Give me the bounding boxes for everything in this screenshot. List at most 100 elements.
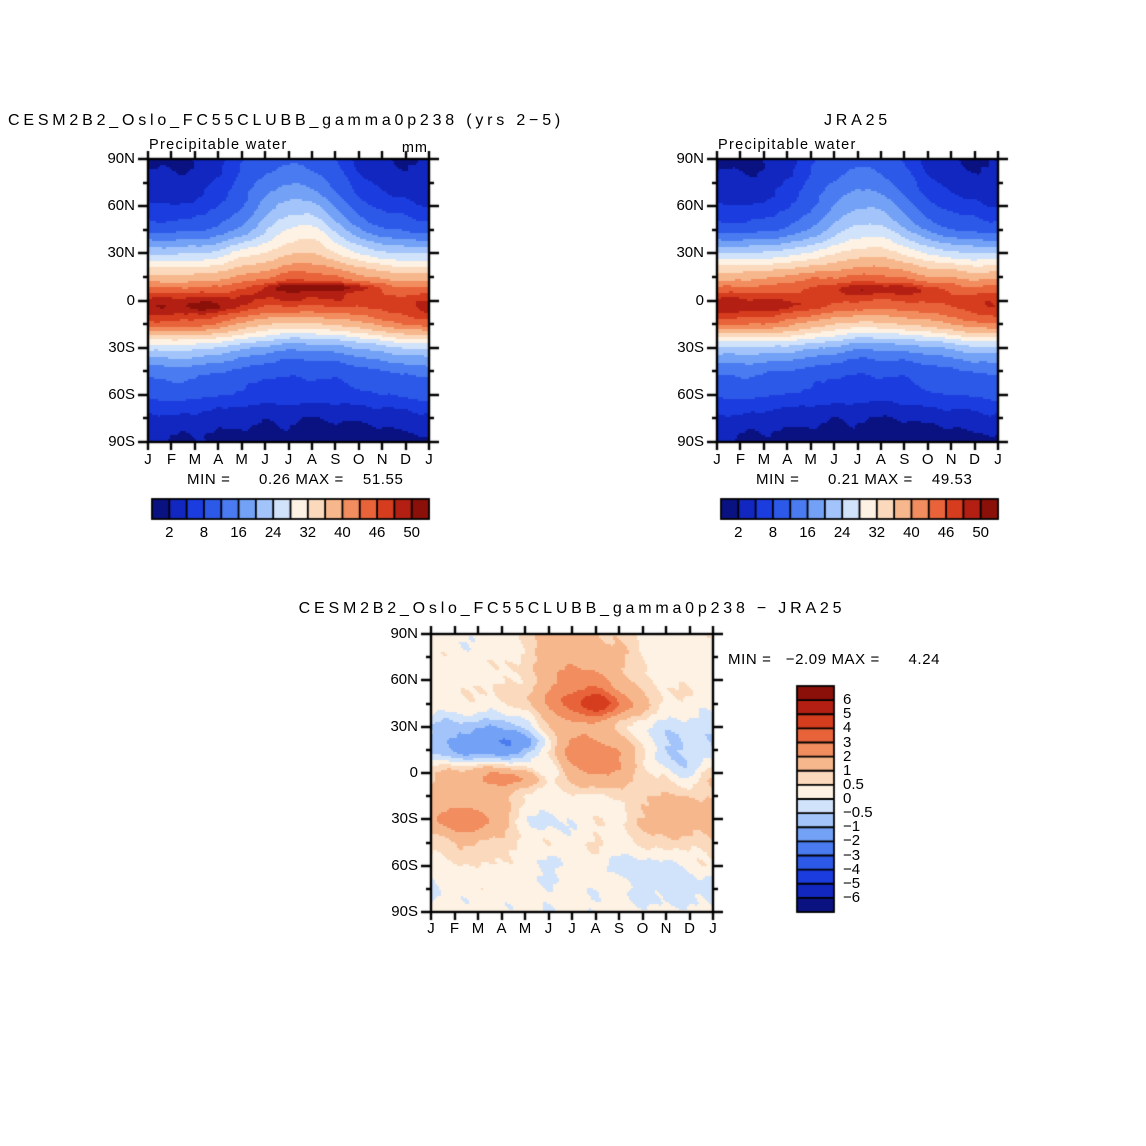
month-tick-label: O bbox=[352, 451, 365, 468]
month-tick-label: A bbox=[875, 451, 886, 468]
lat-tick-label: 30S bbox=[391, 810, 418, 828]
panel2-contour-plot bbox=[705, 147, 1010, 454]
lat-tick-label: 0 bbox=[409, 764, 418, 781]
panel3-contour-plot bbox=[419, 622, 725, 924]
panel2-minmax: MIN = 0.21 MAX = 49.53 bbox=[756, 471, 973, 488]
colorbar-tick-label: 8 bbox=[199, 524, 209, 541]
colorbar-tick-label: 8 bbox=[768, 524, 778, 541]
colorbar-tick-label: 46 bbox=[368, 524, 386, 541]
colorbar-tick-label: 50 bbox=[972, 524, 990, 541]
colorbar-tick-label: 24 bbox=[833, 524, 851, 541]
colorbar-tick-label: 2 bbox=[734, 524, 743, 541]
panel1-minmax: MIN = 0.26 MAX = 51.55 bbox=[187, 471, 404, 488]
month-tick-label: S bbox=[899, 451, 910, 468]
lat-tick-label: 30S bbox=[108, 338, 135, 356]
colorbar-tick-label: −5 bbox=[843, 874, 861, 892]
lat-tick-label: 60N bbox=[390, 671, 418, 689]
lat-tick-label: 30S bbox=[677, 338, 704, 356]
colorbar-tick-label: −3 bbox=[843, 846, 861, 864]
month-tick-label: M bbox=[804, 451, 817, 468]
month-tick-label: J bbox=[994, 451, 1002, 468]
colorbar-tick-label: −0.5 bbox=[843, 804, 873, 822]
colorbar-tick-label: 0.5 bbox=[843, 775, 864, 793]
colorbar-tick-label: −1 bbox=[843, 818, 861, 836]
month-tick-label: J bbox=[261, 451, 269, 468]
month-tick-label: J bbox=[853, 451, 862, 468]
month-tick-label: O bbox=[636, 920, 649, 937]
colorbar-tick-label: 6 bbox=[843, 691, 852, 709]
colorbar-tick-label: 50 bbox=[403, 524, 421, 541]
month-tick-label: D bbox=[684, 920, 695, 937]
month-tick-label: N bbox=[945, 451, 957, 468]
colorbar-tick-label: 46 bbox=[937, 524, 955, 541]
month-tick-label: J bbox=[568, 920, 576, 937]
panel1-title: CESM2B2_Oslo_FC55CLUBB_gamma0p238 (yrs 2… bbox=[8, 112, 565, 129]
month-tick-label: J bbox=[544, 920, 553, 937]
month-tick-label: J bbox=[425, 451, 433, 468]
colorbar-tick-label: 4 bbox=[843, 719, 852, 737]
lat-tick-label: 90N bbox=[107, 150, 135, 167]
lat-tick-label: 90S bbox=[391, 903, 418, 920]
lat-tick-label: 0 bbox=[695, 291, 704, 309]
month-tick-label: M bbox=[757, 451, 771, 468]
colorbar-tick-label: −2 bbox=[843, 832, 861, 850]
lat-tick-label: 90N bbox=[390, 625, 418, 642]
colorbar-tick-label: 1 bbox=[843, 761, 852, 779]
month-tick-label: F bbox=[166, 451, 176, 468]
panel3-minmax: MIN = −2.09 MAX = 4.24 bbox=[728, 651, 941, 668]
month-tick-label: A bbox=[590, 920, 601, 937]
month-tick-label: A bbox=[306, 451, 317, 468]
panel3-colorbar bbox=[795, 684, 836, 914]
colorbar-tick-label: 32 bbox=[299, 524, 317, 541]
colorbar-tick-label: −6 bbox=[843, 888, 861, 906]
month-tick-label: M bbox=[235, 451, 248, 468]
lat-tick-label: 60N bbox=[107, 197, 135, 215]
month-tick-label: D bbox=[969, 451, 980, 468]
colorbar-tick-label: 24 bbox=[264, 524, 282, 541]
panel1-contour-plot bbox=[136, 147, 441, 454]
lat-tick-label: 0 bbox=[126, 291, 135, 309]
panel2-title: JRA25 bbox=[823, 112, 892, 129]
colorbar-tick-label: 40 bbox=[903, 524, 920, 541]
month-tick-label: M bbox=[471, 920, 485, 937]
month-tick-label: A bbox=[213, 451, 224, 468]
lat-tick-label: 30N bbox=[676, 244, 704, 262]
panel3-title: CESM2B2_Oslo_FC55CLUBB_gamma0p238 − JRA2… bbox=[298, 600, 846, 617]
colorbar-tick-label: −4 bbox=[843, 860, 861, 878]
lat-tick-label: 60S bbox=[677, 385, 704, 403]
month-tick-label: A bbox=[782, 451, 793, 468]
colorbar-tick-label: 16 bbox=[799, 524, 816, 541]
colorbar-tick-label: 16 bbox=[230, 524, 247, 541]
month-tick-label: M bbox=[188, 451, 202, 468]
colorbar-tick-label: 3 bbox=[843, 733, 852, 751]
colorbar-tick-label: 32 bbox=[868, 524, 886, 541]
month-tick-label: A bbox=[496, 920, 507, 937]
month-tick-label: F bbox=[449, 920, 460, 937]
colorbar-tick-label: 5 bbox=[843, 705, 852, 723]
panel1-colorbar bbox=[150, 497, 431, 521]
month-tick-label: D bbox=[400, 451, 411, 468]
colorbar-tick-label: 40 bbox=[334, 524, 351, 541]
month-tick-label: J bbox=[713, 451, 721, 468]
month-tick-label: J bbox=[427, 920, 435, 937]
lat-tick-label: 60S bbox=[391, 856, 418, 874]
lat-tick-label: 60S bbox=[108, 385, 135, 403]
month-tick-label: M bbox=[518, 920, 532, 937]
lat-tick-label: 30N bbox=[107, 244, 135, 262]
colorbar-tick-label: 2 bbox=[843, 747, 852, 765]
month-tick-label: J bbox=[144, 451, 152, 468]
month-tick-label: J bbox=[709, 920, 717, 937]
colorbar-tick-label: 0 bbox=[843, 790, 852, 807]
lat-tick-label: 90S bbox=[108, 433, 135, 450]
month-tick-label: O bbox=[921, 451, 934, 468]
lat-tick-label: 90S bbox=[677, 433, 704, 450]
colorbar-tick-label: 2 bbox=[165, 524, 174, 541]
month-tick-label: N bbox=[376, 451, 388, 468]
month-tick-label: S bbox=[330, 451, 341, 468]
month-tick-label: J bbox=[284, 451, 293, 468]
month-tick-label: S bbox=[613, 920, 624, 937]
panel2-colorbar bbox=[719, 497, 1000, 521]
lat-tick-label: 90N bbox=[676, 150, 704, 167]
lat-tick-label: 60N bbox=[676, 197, 704, 215]
month-tick-label: J bbox=[830, 451, 838, 468]
